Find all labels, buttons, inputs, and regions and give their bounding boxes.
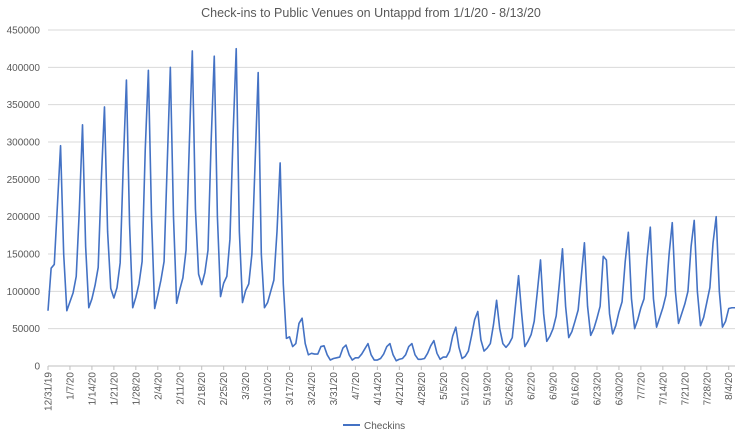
x-tick-label: 2/4/20	[153, 372, 164, 400]
x-tick-label: 6/2/20	[527, 372, 538, 400]
x-tick-label: 3/17/20	[285, 372, 296, 406]
chart-title: Check-ins to Public Venues on Untappd fr…	[201, 6, 541, 20]
x-tick-label: 12/31/19	[44, 372, 55, 411]
x-tick-label: 5/5/20	[439, 372, 450, 400]
x-tick-label: 4/14/20	[373, 372, 384, 406]
series-line-checkins	[47, 47, 735, 362]
x-tick-label: 3/31/20	[329, 372, 340, 406]
x-tick-label: 2/18/20	[197, 372, 208, 406]
x-tick-label: 7/21/20	[680, 372, 691, 406]
y-tick-label: 400000	[7, 63, 41, 74]
x-tick-label: 1/21/20	[109, 372, 120, 406]
x-axis: 12/31/19 1/7/20 1/14/20 1/21/20 1/28/20 2/4/2…	[44, 366, 735, 411]
x-tick-label: 5/19/20	[483, 372, 494, 406]
gridlines	[48, 29, 735, 367]
x-tick-label: 1/28/20	[131, 372, 142, 406]
y-tick-label: 0	[34, 362, 40, 373]
x-tick-label: 3/10/20	[263, 372, 274, 406]
x-tick-label: 1/14/20	[87, 372, 98, 406]
x-tick-label: 6/23/20	[592, 372, 603, 406]
legend: Checkins	[343, 421, 405, 432]
series-layer	[47, 47, 735, 362]
y-tick-label: 200000	[7, 212, 41, 223]
x-tick-label: 8/4/20	[724, 372, 735, 400]
x-tick-label: 5/26/20	[505, 372, 516, 406]
x-tick-label: 3/3/20	[241, 372, 252, 400]
x-tick-label: 3/24/20	[307, 372, 318, 406]
y-tick-label: 450000	[7, 26, 41, 37]
y-tick-label: 50000	[12, 324, 40, 335]
x-tick-label: 2/11/20	[175, 372, 186, 405]
y-tick-label: 100000	[7, 287, 41, 298]
x-tick-label: 6/30/20	[614, 372, 625, 406]
x-tick-label: 4/21/20	[395, 372, 406, 406]
x-tick-label: 7/14/20	[658, 372, 669, 406]
x-tick-label: 7/7/20	[636, 372, 647, 400]
y-tick-label: 250000	[7, 175, 41, 186]
x-tick-label: 7/28/20	[702, 372, 713, 406]
x-tick-label: 1/7/20	[65, 372, 76, 400]
x-tick-label: 4/7/20	[351, 372, 362, 400]
y-tick-label: 350000	[7, 100, 41, 111]
y-tick-label: 300000	[7, 138, 41, 149]
y-tick-label: 150000	[7, 250, 41, 261]
x-tick-label: 5/12/20	[461, 372, 472, 406]
y-axis: 0 50000 100000 150000 200000 250000 300000 3500…	[7, 26, 41, 373]
x-tick-label: 2/25/20	[219, 372, 230, 406]
x-tick-label: 6/9/20	[549, 372, 560, 400]
legend-label-checkins: Checkins	[364, 421, 405, 432]
x-tick-label: 4/28/20	[417, 372, 428, 406]
x-tick-label: 6/16/20	[571, 372, 582, 406]
